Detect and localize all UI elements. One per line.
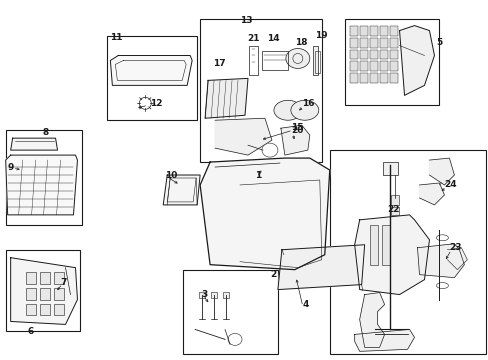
Text: 18: 18 [294, 38, 307, 47]
Text: 14: 14 [266, 34, 279, 43]
Bar [6, 130, 82, 225]
Bar [53, 303, 63, 315]
Polygon shape [359, 293, 384, 347]
Bar [389, 50, 397, 59]
Text: 22: 22 [387, 206, 399, 215]
Bar [379, 50, 387, 59]
Bar [389, 62, 397, 71]
Text: 10: 10 [165, 171, 177, 180]
Polygon shape [163, 175, 200, 205]
Polygon shape [447, 248, 467, 270]
Ellipse shape [273, 100, 301, 120]
Bar [183, 270, 277, 354]
Bar [349, 26, 357, 36]
Bar [369, 37, 377, 48]
Bar [40, 303, 49, 315]
Polygon shape [354, 329, 414, 351]
Bar [211, 292, 217, 298]
Bar [369, 50, 377, 59]
Text: 20: 20 [290, 126, 303, 135]
Bar [379, 73, 387, 84]
Text: 11: 11 [110, 33, 122, 42]
Text: 19: 19 [314, 31, 327, 40]
Bar [223, 292, 228, 298]
Polygon shape [419, 183, 444, 205]
Bar [25, 288, 36, 300]
Text: 13: 13 [239, 16, 252, 25]
Polygon shape [417, 244, 464, 278]
Bar [344, 19, 439, 105]
Bar [349, 37, 357, 48]
Text: 23: 23 [448, 243, 461, 252]
Bar [359, 26, 367, 36]
Bar [359, 73, 367, 84]
Bar [369, 26, 377, 36]
Bar [379, 26, 387, 36]
Bar [6, 250, 81, 332]
Polygon shape [6, 155, 77, 215]
Polygon shape [354, 215, 428, 294]
Bar [199, 292, 204, 298]
Polygon shape [11, 138, 58, 150]
Polygon shape [11, 258, 77, 324]
Bar [329, 150, 486, 354]
Bar [390, 207, 398, 215]
Bar [381, 225, 389, 265]
Bar [314, 50, 319, 73]
Polygon shape [215, 118, 271, 155]
Bar [262, 50, 287, 71]
Bar [379, 62, 387, 71]
Bar [379, 37, 387, 48]
Text: 24: 24 [444, 180, 456, 189]
Bar [382, 162, 397, 175]
Text: 8: 8 [42, 128, 49, 137]
Bar [248, 45, 258, 75]
Text: 15: 15 [290, 123, 303, 132]
Bar [359, 62, 367, 71]
Text: 5: 5 [436, 38, 442, 47]
Polygon shape [280, 125, 309, 155]
Text: 6: 6 [27, 327, 34, 336]
Bar [40, 288, 49, 300]
Text: 4: 4 [302, 300, 308, 309]
Bar [40, 272, 49, 284]
Bar [349, 50, 357, 59]
Bar [312, 45, 317, 75]
Text: 7: 7 [61, 278, 67, 287]
Polygon shape [204, 78, 247, 118]
Polygon shape [200, 158, 329, 270]
Bar [389, 26, 397, 36]
Bar [389, 73, 397, 84]
Bar [107, 36, 197, 120]
Bar [200, 19, 321, 162]
Bar [53, 272, 63, 284]
Polygon shape [110, 55, 192, 85]
Bar [390, 195, 398, 205]
Bar [369, 62, 377, 71]
Text: 1: 1 [254, 171, 261, 180]
Bar [369, 73, 377, 84]
Bar [349, 73, 357, 84]
Text: 3: 3 [201, 290, 207, 299]
Bar [359, 37, 367, 48]
Bar [53, 288, 63, 300]
Ellipse shape [285, 49, 309, 68]
Bar [25, 272, 36, 284]
Text: 16: 16 [301, 99, 314, 108]
Text: 17: 17 [213, 59, 225, 68]
Bar [369, 225, 377, 265]
Bar [25, 303, 36, 315]
Text: 12: 12 [150, 99, 163, 108]
Text: 9: 9 [8, 163, 14, 172]
Polygon shape [399, 26, 433, 95]
Text: 21: 21 [246, 34, 259, 43]
Bar [349, 62, 357, 71]
Polygon shape [428, 158, 453, 185]
Ellipse shape [290, 100, 318, 120]
Bar [359, 50, 367, 59]
Polygon shape [277, 245, 364, 289]
Text: 2: 2 [269, 270, 276, 279]
Bar [389, 37, 397, 48]
